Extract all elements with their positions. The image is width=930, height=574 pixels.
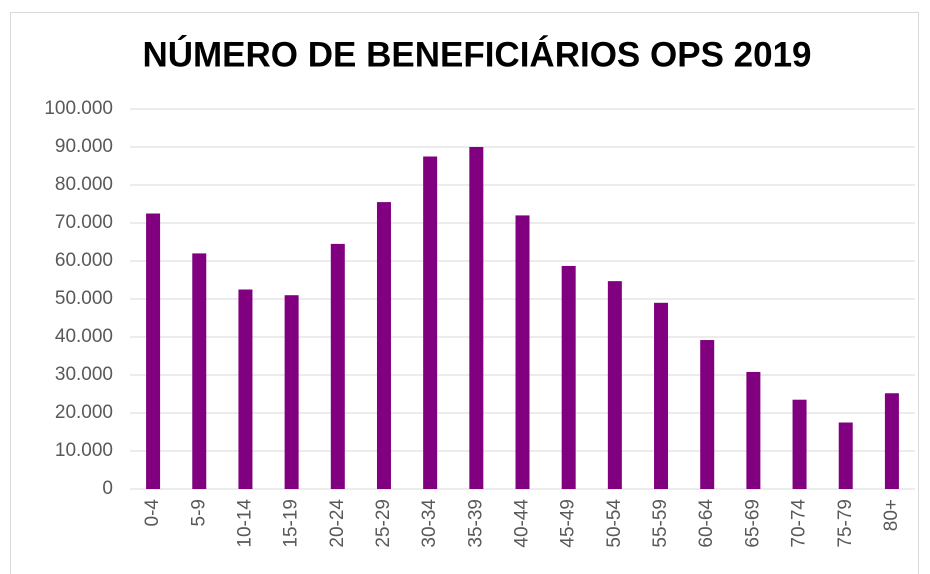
x-tick-label: 45-49 — [558, 499, 579, 548]
x-tick-label: 55-59 — [650, 499, 671, 548]
x-tick-label: 35-39 — [465, 499, 486, 548]
bar — [515, 215, 530, 489]
bar — [146, 213, 161, 489]
bar — [284, 295, 299, 489]
x-tick-label: 15-19 — [281, 499, 302, 548]
bar — [376, 202, 391, 489]
x-tick-label: 0-4 — [142, 499, 163, 527]
x-tick-label: 60-64 — [696, 499, 717, 548]
bar — [838, 422, 853, 489]
y-tick-label: 10.000 — [55, 440, 113, 461]
bar — [238, 289, 253, 489]
bar — [330, 243, 345, 489]
bar — [884, 393, 899, 489]
bar — [792, 399, 807, 489]
bar — [423, 156, 438, 489]
bar — [654, 302, 669, 489]
x-tick-label: 30-34 — [419, 499, 440, 548]
bar — [700, 340, 715, 489]
bar — [192, 253, 207, 489]
x-tick-label: 75-79 — [835, 499, 856, 548]
x-tick-label: 50-54 — [604, 499, 625, 548]
x-tick-label: 40-44 — [512, 499, 533, 548]
x-tick-label: 65-69 — [742, 499, 763, 548]
y-tick-label: 40.000 — [55, 326, 113, 347]
y-tick-label: 30.000 — [55, 364, 113, 385]
x-tick-label: 80+ — [881, 499, 902, 531]
y-tick-label: 90.000 — [55, 136, 113, 157]
x-tick-label: 25-29 — [373, 499, 394, 548]
bar — [607, 281, 622, 489]
y-tick-label: 100.000 — [44, 98, 113, 119]
y-tick-label: 0 — [102, 478, 113, 499]
y-tick-label: 80.000 — [55, 174, 113, 195]
x-tick-label: 5-9 — [188, 499, 209, 526]
x-tick-label: 10-14 — [234, 499, 255, 548]
bar — [746, 371, 761, 489]
bar — [561, 265, 576, 489]
chart-border — [10, 12, 919, 574]
chart-title: NÚMERO DE BENEFICIÁRIOS OPS 2019 — [142, 34, 811, 74]
y-tick-label: 50.000 — [55, 288, 113, 309]
x-tick-label: 20-24 — [327, 499, 348, 548]
bar — [469, 147, 484, 489]
y-tick-label: 60.000 — [55, 250, 113, 271]
x-tick-label: 70-74 — [789, 499, 810, 548]
y-tick-label: 20.000 — [55, 402, 113, 423]
y-tick-label: 70.000 — [55, 212, 113, 233]
